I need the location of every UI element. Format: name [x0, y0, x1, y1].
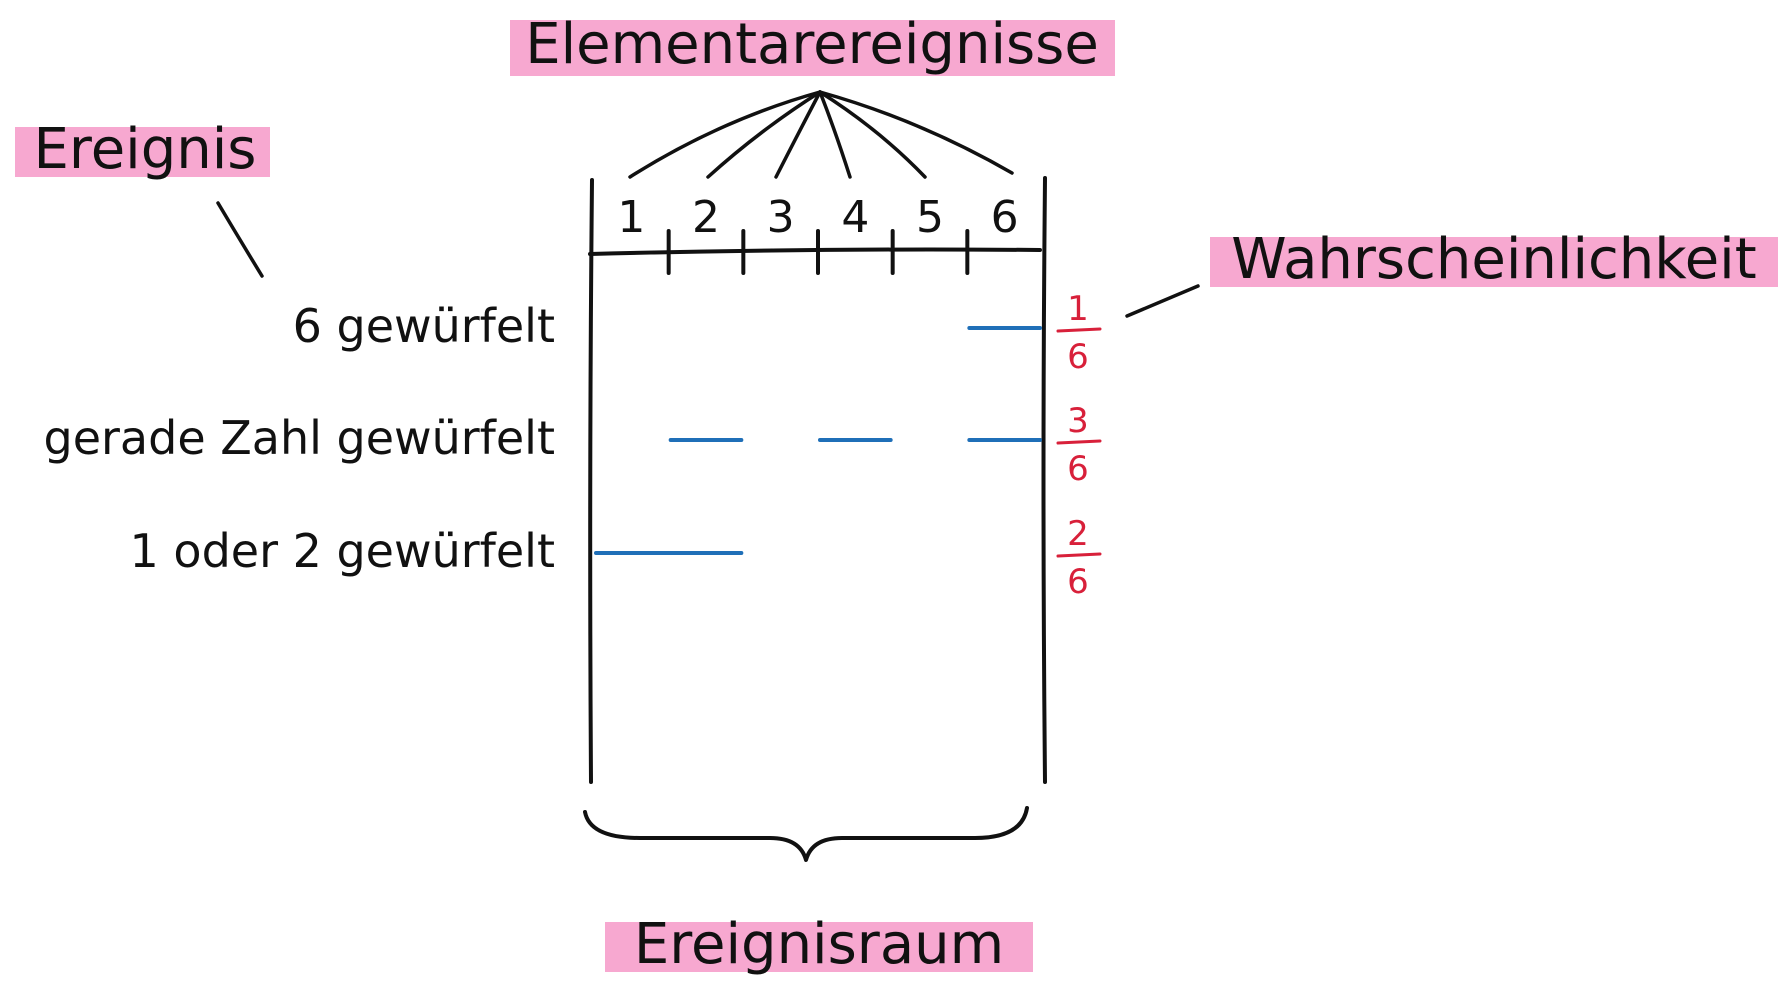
probability-fraction-bar-3	[1056, 552, 1102, 558]
highlight-elementary-events	[510, 20, 1115, 76]
heading-probability: Wahrscheinlichkeit	[1231, 227, 1756, 292]
heading-event: Ereignis	[34, 117, 257, 182]
event-connector-line	[216, 201, 264, 278]
fan-line-1	[628, 90, 822, 179]
outcome-label-6: 6	[991, 192, 1019, 243]
fan-line-6	[818, 90, 1014, 175]
heading-elementary-events: Elementarereignisse	[525, 12, 1099, 77]
event-label-3: 1 oder 2 gewürfelt	[130, 524, 555, 578]
probability-denominator-3: 6	[1067, 562, 1089, 602]
probability-numerator-1: 1	[1067, 289, 1089, 329]
box-right-wall	[1041, 176, 1047, 784]
event-rows: 6 gewürfelt 1 6 gerade Zahl gewürfelt 3 6 1 od…	[44, 289, 1102, 602]
outcome-label-1: 1	[617, 192, 645, 243]
highlight-sample-space	[605, 922, 1033, 972]
probability-denominator-2: 6	[1067, 449, 1089, 489]
sample-space-brace	[583, 806, 1029, 862]
event-label-1: 6 gewürfelt	[293, 299, 555, 353]
outcome-label-5: 5	[916, 192, 944, 243]
fan-line-4	[818, 90, 852, 179]
probability-denominator-1: 6	[1067, 337, 1089, 377]
probability-fraction-bar-1	[1056, 327, 1102, 333]
highlight-event	[15, 127, 270, 177]
probability-connector-line	[1125, 284, 1200, 318]
probability-fraction-bar-2	[1056, 439, 1102, 445]
fan-line-3	[774, 90, 822, 179]
elementary-event-fan	[628, 90, 1014, 179]
outcome-label-4: 4	[841, 192, 869, 243]
box-left-wall	[588, 178, 594, 784]
fan-line-5	[818, 90, 927, 179]
outcome-label-3: 3	[767, 192, 795, 243]
highlight-probability	[1210, 237, 1778, 287]
probability-numerator-2: 3	[1067, 401, 1089, 441]
fan-line-2	[706, 90, 822, 179]
outcome-label-2: 2	[692, 192, 720, 243]
probability-numerator-3: 2	[1067, 514, 1089, 554]
event-label-2: gerade Zahl gewürfelt	[44, 411, 555, 465]
outcome-axis-line	[588, 247, 1042, 256]
heading-sample-space: Ereignisraum	[634, 912, 1004, 977]
